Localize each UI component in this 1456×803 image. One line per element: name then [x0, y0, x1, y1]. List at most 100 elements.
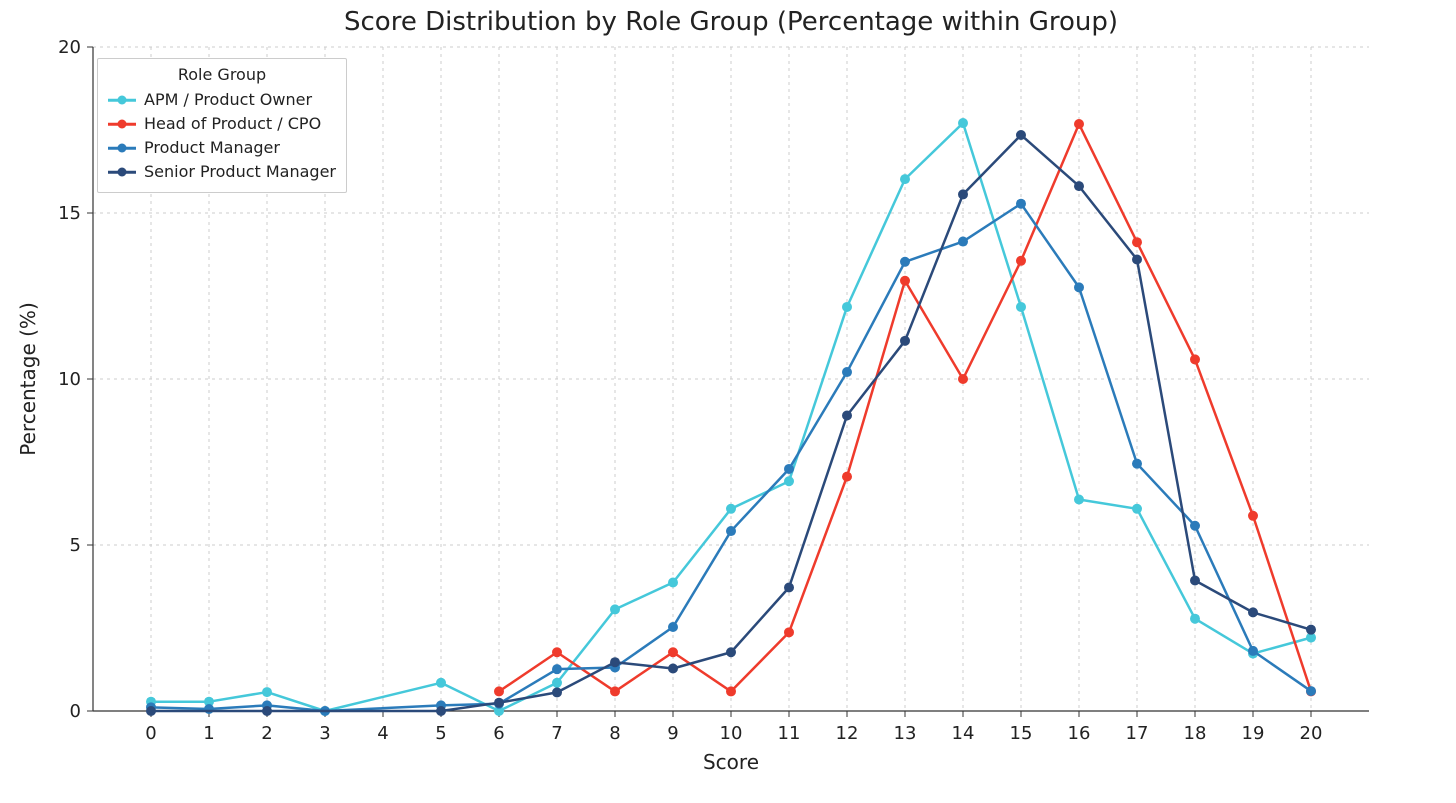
legend-swatch [108, 94, 136, 106]
series-marker [1016, 199, 1026, 209]
series-marker [552, 664, 562, 674]
series-marker [726, 504, 736, 514]
legend: Role Group APM / Product OwnerHead of Pr… [97, 58, 347, 193]
chart-title: Score Distribution by Role Group (Percen… [344, 7, 1118, 37]
y-tick-label: 0 [70, 701, 81, 722]
x-tick-label: 3 [319, 723, 330, 744]
series-marker [958, 189, 968, 199]
series-marker [1074, 495, 1084, 505]
series-marker [784, 464, 794, 474]
series-marker [900, 336, 910, 346]
series-marker [958, 374, 968, 384]
series-marker [204, 704, 214, 714]
series-marker [668, 578, 678, 588]
series-marker [842, 411, 852, 421]
legend-label: Senior Product Manager [144, 160, 336, 184]
x-tick-label: 2 [261, 723, 272, 744]
x-tick-label: 13 [894, 723, 917, 744]
x-tick-label: 15 [1010, 723, 1033, 744]
y-axis-label: Percentage (%) [16, 302, 40, 455]
y-tick-label: 15 [58, 203, 81, 224]
x-tick-label: 10 [720, 723, 743, 744]
series-marker [1016, 302, 1026, 312]
series-marker [1132, 254, 1142, 264]
x-axis-label: Score [703, 750, 759, 774]
series-marker [610, 604, 620, 614]
chart-container: Score Distribution by Role Group (Percen… [0, 0, 1456, 803]
series-marker [1074, 282, 1084, 292]
x-tick-label: 12 [836, 723, 859, 744]
series-marker [842, 367, 852, 377]
y-tick-label: 10 [58, 369, 81, 390]
series-marker [958, 237, 968, 247]
series-marker [1248, 646, 1258, 656]
series-marker [958, 118, 968, 128]
y-tick-label: 20 [58, 37, 81, 58]
series-marker [552, 678, 562, 688]
legend-entry: Product Manager [108, 136, 336, 160]
series-marker [842, 472, 852, 482]
x-tick-label: 20 [1300, 723, 1323, 744]
legend-title: Role Group [108, 65, 336, 84]
legend-swatch [108, 166, 136, 178]
x-tick-label: 7 [551, 723, 562, 744]
series-marker [1074, 119, 1084, 129]
x-tick-label: 0 [145, 723, 156, 744]
series-marker [784, 627, 794, 637]
legend-swatch [108, 118, 136, 130]
x-tick-label: 6 [493, 723, 504, 744]
x-tick-label: 8 [609, 723, 620, 744]
series-marker [1190, 521, 1200, 531]
x-tick-label: 1 [203, 723, 214, 744]
series-marker [494, 698, 504, 708]
series-marker [436, 678, 446, 688]
series-marker [842, 302, 852, 312]
series-marker [1190, 576, 1200, 586]
series-marker [610, 686, 620, 696]
series-marker [1016, 256, 1026, 266]
series-marker [784, 582, 794, 592]
x-tick-label: 17 [1126, 723, 1149, 744]
series-marker [900, 276, 910, 286]
x-tick-label: 5 [435, 723, 446, 744]
legend-label: APM / Product Owner [144, 88, 312, 112]
series-marker [668, 647, 678, 657]
legend-entry: APM / Product Owner [108, 88, 336, 112]
series-marker [1132, 459, 1142, 469]
x-tick-label: 18 [1184, 723, 1207, 744]
series-marker [610, 657, 620, 667]
series-marker [784, 476, 794, 486]
series-marker [1248, 511, 1258, 521]
series-marker [1016, 130, 1026, 140]
series-marker [900, 174, 910, 184]
x-tick-label: 14 [952, 723, 975, 744]
series-marker [726, 526, 736, 536]
series-marker [262, 687, 272, 697]
x-tick-label: 16 [1068, 723, 1091, 744]
series-marker [146, 706, 156, 716]
series-marker [726, 647, 736, 657]
x-tick-label: 19 [1242, 723, 1265, 744]
series-marker [1306, 625, 1316, 635]
series-marker [1190, 354, 1200, 364]
series-marker [262, 706, 272, 716]
series-marker [552, 647, 562, 657]
series-marker [1074, 181, 1084, 191]
legend-label: Head of Product / CPO [144, 112, 321, 136]
legend-label: Product Manager [144, 136, 280, 160]
x-tick-label: 11 [778, 723, 801, 744]
x-tick-label: 4 [377, 723, 388, 744]
legend-entry: Head of Product / CPO [108, 112, 336, 136]
series-marker [726, 686, 736, 696]
series-marker [1190, 614, 1200, 624]
series-marker [1132, 504, 1142, 514]
series-marker [1248, 607, 1258, 617]
series-marker [1132, 237, 1142, 247]
series-marker [668, 664, 678, 674]
series-marker [668, 622, 678, 632]
series-marker [1306, 686, 1316, 696]
legend-swatch [108, 142, 136, 154]
y-tick-label: 5 [70, 535, 81, 556]
x-tick-label: 9 [667, 723, 678, 744]
series-marker [552, 687, 562, 697]
